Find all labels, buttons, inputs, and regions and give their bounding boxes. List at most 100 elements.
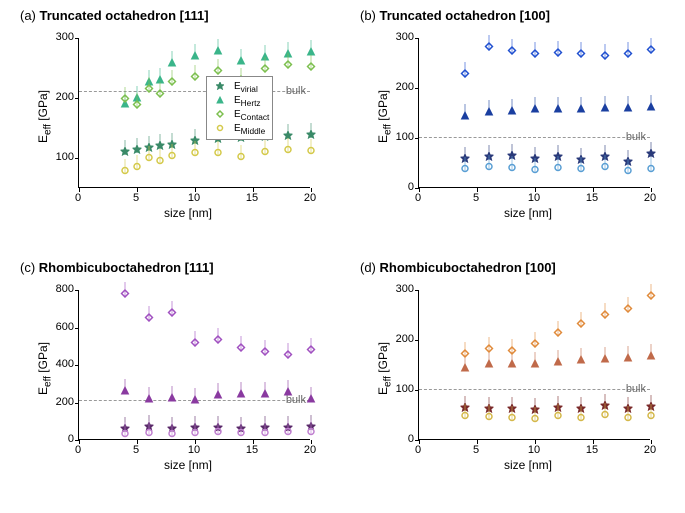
marker-contact (484, 38, 493, 56)
marker-middle (167, 147, 176, 165)
marker-middle (283, 141, 292, 159)
marker-contact (237, 339, 246, 357)
marker-hertz (647, 98, 656, 116)
xtick: 5 (128, 192, 144, 204)
marker-hertz (600, 99, 609, 117)
xtick: 0 (70, 444, 86, 456)
xtick: 20 (302, 192, 318, 204)
marker-contact (623, 300, 632, 318)
marker-contact (121, 90, 130, 108)
marker-contact (600, 306, 609, 324)
xtick: 10 (186, 192, 202, 204)
xtick: 10 (526, 444, 542, 456)
ytick: 600 (44, 321, 74, 333)
ylabel: Eeff [GPa] (376, 90, 393, 143)
panel-b: (b) Truncated octahedron [100] bulk 0 5 10 15… (360, 8, 660, 223)
marker-middle (214, 423, 223, 441)
marker-contact (577, 45, 586, 63)
marker-hertz (623, 349, 632, 367)
marker-hertz (191, 391, 200, 409)
marker-middle (237, 424, 246, 442)
xtick: 0 (70, 192, 86, 204)
xtick: 15 (584, 192, 600, 204)
xtick: 10 (186, 444, 202, 456)
bulk-line (419, 137, 650, 138)
xtick: 20 (642, 444, 658, 456)
xtick: 10 (526, 192, 542, 204)
marker-middle (554, 407, 563, 425)
marker-middle (577, 409, 586, 427)
marker-middle (283, 423, 292, 441)
xlabel: size [nm] (504, 206, 552, 220)
marker-middle (484, 158, 493, 176)
marker-contact (531, 335, 540, 353)
marker-contact (554, 44, 563, 62)
panel-label-b: (b) Truncated octahedron [100] (360, 8, 550, 23)
marker-hertz (507, 102, 516, 120)
marker-middle (577, 160, 586, 178)
legend-item: EContact (210, 108, 269, 122)
xtick: 15 (244, 444, 260, 456)
marker-middle (121, 425, 130, 443)
marker-middle (600, 158, 609, 176)
marker-contact (623, 45, 632, 63)
marker-hertz (554, 100, 563, 118)
bulk-label: bulk (626, 131, 646, 143)
ylabel: Eeff [GPa] (36, 342, 53, 395)
ytick: 0 (384, 433, 414, 445)
marker-contact (144, 80, 153, 98)
marker-hertz (191, 47, 200, 65)
legend-item: Evirial (210, 80, 269, 94)
marker-contact (156, 85, 165, 103)
marker-hertz (623, 99, 632, 117)
xtick: 20 (302, 444, 318, 456)
marker-contact (191, 334, 200, 352)
marker-middle (531, 161, 540, 179)
marker-contact (191, 68, 200, 86)
marker-hertz (647, 347, 656, 365)
marker-contact (461, 345, 470, 363)
xlabel: size [nm] (504, 458, 552, 472)
marker-middle (307, 423, 316, 441)
marker-contact (283, 346, 292, 364)
marker-hertz (237, 385, 246, 403)
marker-contact (554, 324, 563, 342)
ytick: 300 (44, 31, 74, 43)
marker-contact (507, 342, 516, 360)
marker-middle (484, 408, 493, 426)
marker-middle (133, 158, 142, 176)
marker-contact (167, 304, 176, 322)
marker-middle (191, 424, 200, 442)
marker-hertz (260, 385, 269, 403)
marker-hertz (307, 390, 316, 408)
marker-contact (307, 341, 316, 359)
marker-hertz (461, 107, 470, 125)
marker-middle (307, 142, 316, 160)
xtick: 15 (244, 192, 260, 204)
marker-contact (144, 309, 153, 327)
xlabel: size [nm] (164, 458, 212, 472)
marker-middle (237, 148, 246, 166)
ytick: 300 (384, 283, 414, 295)
marker-hertz (214, 386, 223, 404)
ytick: 0 (384, 181, 414, 193)
marker-contact (600, 47, 609, 65)
marker-contact (484, 340, 493, 358)
bulk-label: bulk (286, 85, 306, 97)
marker-middle (623, 162, 632, 180)
marker-contact (283, 56, 292, 74)
marker-middle (647, 160, 656, 178)
marker-middle (461, 160, 470, 178)
marker-hertz (121, 382, 130, 400)
marker-hertz (484, 103, 493, 121)
marker-hertz (554, 353, 563, 371)
marker-hertz (144, 390, 153, 408)
panel-c: (c) Rhombicuboctahedron [111]bulk0510152… (20, 260, 320, 475)
marker-contact (647, 287, 656, 305)
xtick: 5 (468, 192, 484, 204)
marker-middle (260, 424, 269, 442)
marker-contact (507, 42, 516, 60)
marker-middle (214, 144, 223, 162)
marker-middle (461, 407, 470, 425)
panel-label-d: (d) Rhombicuboctahedron [100] (360, 260, 556, 275)
